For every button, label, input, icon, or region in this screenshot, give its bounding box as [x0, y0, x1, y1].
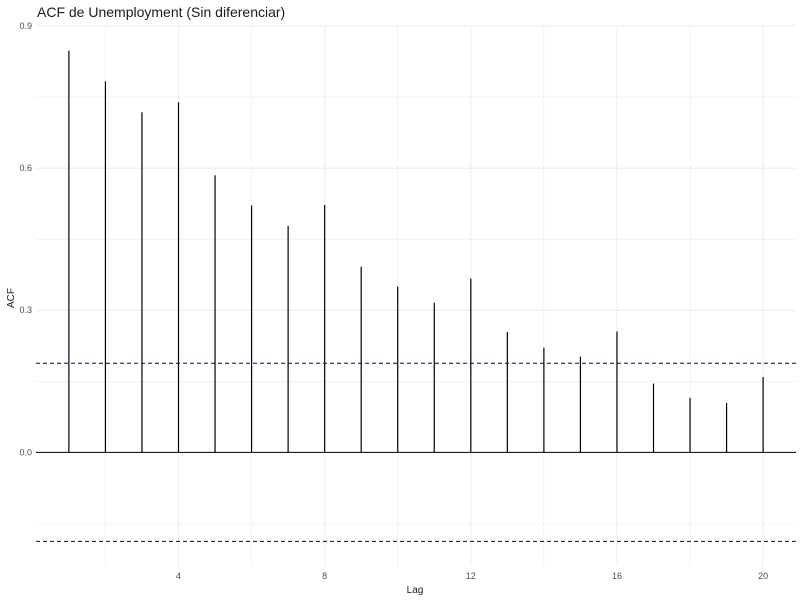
y-tick-label: 0.3 — [19, 305, 32, 315]
y-tick-label: 0.0 — [19, 447, 32, 457]
tick-labels: 0.0 0.3 0.6 0.9 4 8 12 16 20 — [19, 21, 768, 581]
x-tick-label: 16 — [612, 571, 622, 581]
x-axis-label: Lag — [407, 585, 424, 596]
y-tick-label: 0.9 — [19, 21, 32, 31]
y-axis-label: ACF — [6, 288, 17, 308]
y-tick-label: 0.6 — [19, 163, 32, 173]
acf-bars — [36, 50, 796, 453]
chart-title: ACF de Unemployment (Sin diferenciar) — [37, 4, 285, 20]
x-tick-label: 20 — [758, 571, 768, 581]
confidence-lines — [36, 362, 796, 542]
grid — [36, 25, 796, 566]
x-tick-label: 4 — [176, 571, 181, 581]
x-tick-label: 12 — [466, 571, 476, 581]
x-tick-label: 8 — [322, 571, 327, 581]
